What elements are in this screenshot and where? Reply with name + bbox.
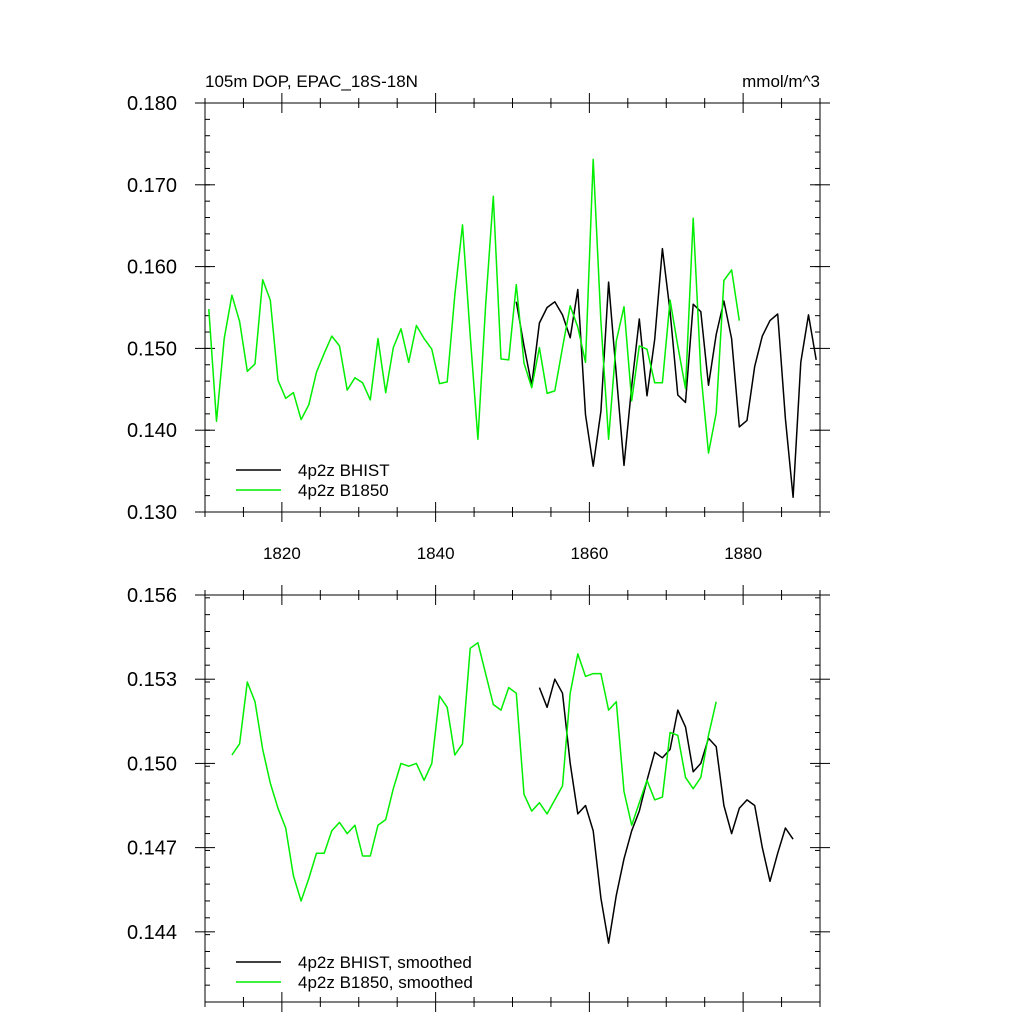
y-tick-label: 0.147 (127, 838, 177, 860)
x-tick-label: 1840 (417, 544, 455, 563)
y-tick-label: 0.160 (127, 257, 177, 279)
y-tick-label: 0.156 (127, 585, 177, 607)
y-tick-label: 0.153 (127, 669, 177, 691)
legend-label: 4p2z BHIST, smoothed (298, 953, 472, 972)
x-tick-label: 1820 (263, 544, 301, 563)
plot-frame (204, 102, 821, 513)
y-tick-label: 0.150 (127, 753, 177, 775)
series-line-b1850 (208, 158, 741, 454)
x-tick-label: 1860 (570, 544, 608, 563)
y-tick-label: 0.170 (127, 175, 177, 197)
legend-label: 4p2z B1850 (298, 481, 389, 500)
chart-title: 105m DOP, EPAC_18S-18N (205, 72, 418, 91)
y-tick-label: 0.150 (127, 338, 177, 360)
series-line-bhist (515, 247, 817, 499)
y-tick-label: 0.144 (127, 922, 177, 944)
plot-frame (204, 594, 821, 1003)
series-line-b1850 (231, 641, 717, 902)
y-tick-label: 0.180 (127, 93, 177, 115)
y-tick-label: 0.130 (127, 502, 177, 524)
legend-label: 4p2z B1850, smoothed (298, 973, 473, 992)
bottom-line-chart: 0.144 0.147 0.150 0.153 0.156 4p2z BHIST, smo… (127, 585, 830, 1012)
y-tick-label: 0.140 (127, 420, 177, 442)
legend-label: 4p2z BHIST (298, 461, 390, 480)
series-line-bhist (538, 678, 794, 944)
x-tick-label: 1880 (724, 544, 762, 563)
top-line-chart: 105m DOP, EPAC_18S-18N mmol/m^3 1820 1840 18… (127, 72, 830, 563)
units-label: mmol/m^3 (742, 72, 820, 91)
